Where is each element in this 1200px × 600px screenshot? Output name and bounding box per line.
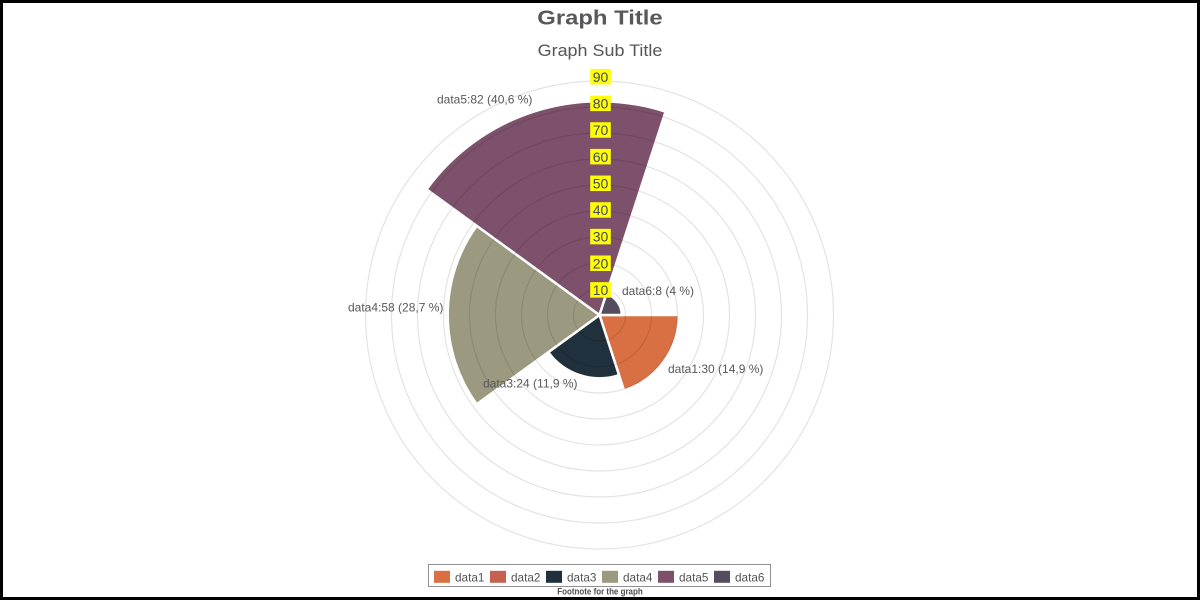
svg-text:data5:82 (40,6 %): data5:82 (40,6 %) <box>437 93 532 107</box>
svg-text:data5: data5 <box>679 571 709 585</box>
svg-text:10: 10 <box>593 282 609 298</box>
svg-text:90: 90 <box>593 69 609 85</box>
svg-text:Graph Title: Graph Title <box>537 8 662 30</box>
svg-text:data2: data2 <box>511 571 541 585</box>
svg-text:data3:24 (11,9 %): data3:24 (11,9 %) <box>483 377 578 391</box>
svg-text:data6: data6 <box>735 571 765 585</box>
svg-text:data1:30 (14,9 %): data1:30 (14,9 %) <box>668 362 763 376</box>
svg-text:60: 60 <box>593 149 609 165</box>
svg-text:data4:58 (28,7 %): data4:58 (28,7 %) <box>348 301 443 315</box>
svg-text:data4: data4 <box>623 571 653 585</box>
svg-text:data3: data3 <box>567 571 597 585</box>
svg-text:Graph Sub Title: Graph Sub Title <box>538 41 663 60</box>
svg-text:40: 40 <box>593 202 609 218</box>
svg-text:50: 50 <box>593 175 609 191</box>
svg-text:80: 80 <box>593 95 609 111</box>
svg-text:70: 70 <box>593 122 609 138</box>
svg-text:30: 30 <box>593 229 609 245</box>
svg-text:20: 20 <box>593 255 609 271</box>
svg-text:Footnote for the graph: Footnote for the graph <box>557 587 643 597</box>
svg-text:data6:8 (4 %): data6:8 (4 %) <box>622 284 694 298</box>
svg-text:data1: data1 <box>455 571 485 585</box>
